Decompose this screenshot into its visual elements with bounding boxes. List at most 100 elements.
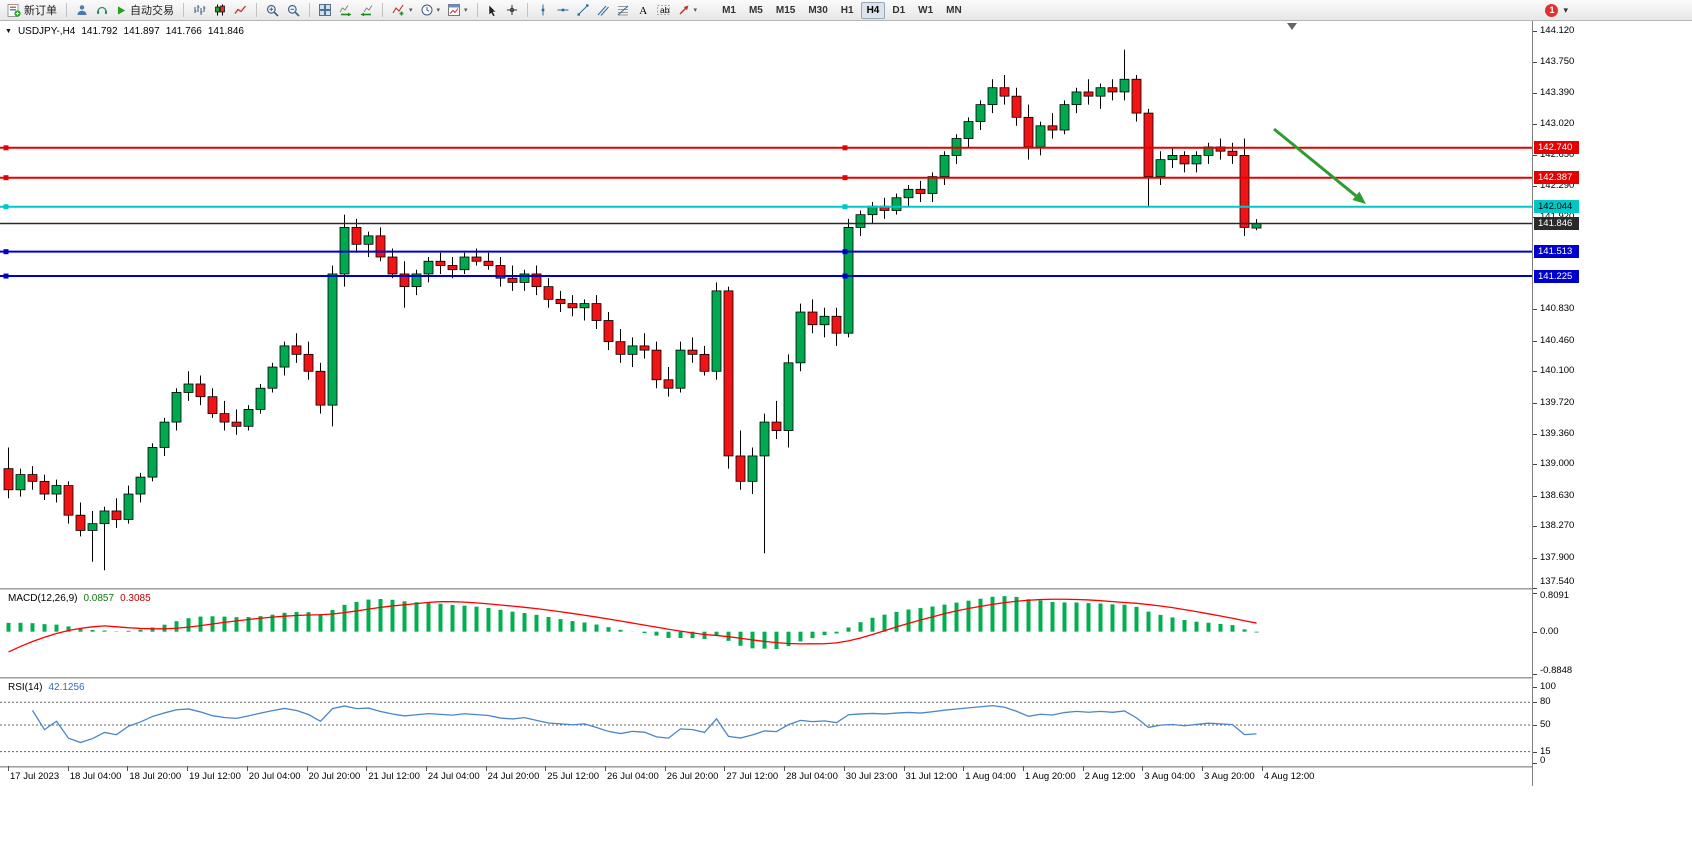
auto-scroll-button[interactable] bbox=[336, 1, 355, 19]
trendline-button[interactable] bbox=[574, 1, 592, 19]
axis-tick-label: -0.8848 bbox=[1540, 665, 1573, 676]
axis-tick-label: 140.460 bbox=[1540, 334, 1575, 346]
timeframe-m30-button[interactable]: M30 bbox=[808, 4, 828, 16]
notification-badge[interactable]: 1 bbox=[1545, 3, 1559, 17]
timeframe-h1-button[interactable]: H1 bbox=[840, 4, 854, 16]
support-button[interactable] bbox=[93, 1, 111, 19]
time-tick bbox=[843, 766, 845, 771]
axis-tick-label: 137.900 bbox=[1540, 551, 1575, 563]
crosshair-icon bbox=[506, 4, 518, 16]
axis-tick-label: 143.390 bbox=[1540, 86, 1575, 98]
toolbar-separator bbox=[66, 3, 67, 17]
dropdown-arrow-icon[interactable]: ▾ bbox=[464, 7, 468, 14]
line-handle[interactable] bbox=[3, 145, 9, 151]
chart-shift-button[interactable] bbox=[357, 1, 376, 19]
timeframe-mn-button[interactable]: MN bbox=[946, 4, 962, 16]
zoom-in-button[interactable] bbox=[263, 1, 282, 19]
text-label-button[interactable]: ab bbox=[654, 1, 673, 19]
time-tick-label: 25 Jul 12:00 bbox=[547, 771, 600, 782]
timeframe-m5-button[interactable]: M5 bbox=[748, 4, 763, 16]
crosshair-button[interactable] bbox=[503, 1, 521, 19]
price-level-label: 141.513 bbox=[1534, 245, 1579, 259]
hline-icon bbox=[557, 4, 569, 16]
low-value: 141.766 bbox=[165, 26, 202, 37]
macd-chart-canvas[interactable] bbox=[0, 590, 1532, 677]
axis-tick-label: 143.750 bbox=[1540, 56, 1575, 68]
time-tick-label: 3 Aug 04:00 bbox=[1144, 771, 1196, 782]
chart-shift-marker-icon[interactable] bbox=[1287, 23, 1297, 30]
dropdown-arrow-icon[interactable]: ▾ bbox=[436, 7, 441, 14]
axis-tick bbox=[1533, 124, 1537, 126]
time-tick-label: 26 Jul 04:00 bbox=[607, 771, 659, 782]
chart-bars-button[interactable] bbox=[190, 1, 209, 19]
text-button[interactable]: A bbox=[634, 1, 652, 19]
line-handle[interactable] bbox=[842, 249, 848, 255]
community-button[interactable] bbox=[73, 1, 91, 19]
vertical-line-button[interactable] bbox=[534, 1, 552, 19]
auto-trading-button[interactable]: 自动交易 bbox=[113, 1, 177, 19]
horizontal-line-object[interactable] bbox=[0, 249, 1532, 255]
time-tick bbox=[1261, 766, 1263, 771]
timeframe-m15-button[interactable]: M15 bbox=[775, 4, 796, 16]
toolbar-separator bbox=[526, 3, 528, 17]
time-tick bbox=[246, 766, 248, 771]
dropdown-arrow-icon[interactable]: ▾ bbox=[693, 7, 698, 14]
templates-button[interactable]: ▾ bbox=[445, 1, 471, 19]
vline-icon bbox=[537, 4, 549, 16]
periods-button[interactable]: ▾ bbox=[418, 1, 444, 19]
dropdown-arrow-icon[interactable]: ▾ bbox=[409, 7, 413, 14]
timeframe-m1-button[interactable]: M1 bbox=[722, 4, 736, 16]
timeframe-w1-button[interactable]: W1 bbox=[918, 4, 934, 16]
line-handle[interactable] bbox=[842, 145, 848, 151]
new-order-button[interactable]: 新订单 bbox=[4, 1, 60, 19]
axis-tick bbox=[1533, 155, 1537, 157]
horizontal-line-object[interactable] bbox=[0, 204, 1532, 210]
tile-windows-button[interactable] bbox=[316, 1, 334, 19]
chart-candlesticks-button[interactable] bbox=[211, 1, 229, 19]
time-tick-label: 24 Jul 20:00 bbox=[487, 771, 540, 782]
indicators-button[interactable]: ▾ bbox=[389, 1, 416, 19]
ohlc-collapse-icon[interactable]: ▼ bbox=[5, 28, 12, 35]
timeframe-d1-button[interactable]: D1 bbox=[892, 4, 906, 16]
time-tick-label: 4 Aug 12:00 bbox=[1263, 771, 1315, 782]
horizontal-line-object[interactable] bbox=[0, 175, 1532, 181]
candlestick-chart-canvas[interactable] bbox=[0, 21, 1532, 588]
line-handle[interactable] bbox=[3, 273, 9, 279]
main-chart-pane: ▼ USDJPY-,H4 141.792 141.897 141.766 141… bbox=[0, 21, 1532, 588]
axis-tick-label: 138.270 bbox=[1540, 520, 1575, 532]
horizontal-line-object[interactable] bbox=[0, 273, 1532, 279]
zoom-out-icon bbox=[287, 4, 300, 17]
equidistant-channel-button[interactable] bbox=[594, 1, 612, 19]
line-handle[interactable] bbox=[842, 204, 848, 210]
line-handle[interactable] bbox=[3, 175, 9, 181]
time-axis[interactable]: 17 Jul 2023 18 Jul 04:00 18 Jul 20:00 19 Ju… bbox=[0, 766, 1532, 786]
line-handle[interactable] bbox=[3, 249, 9, 255]
pane-separator[interactable] bbox=[0, 677, 1692, 679]
axis-tick bbox=[1533, 702, 1537, 704]
line-handle[interactable] bbox=[842, 175, 848, 181]
price-axis[interactable]: 144.120 143.750 143.390 143.020 142.650 142.2… bbox=[1532, 21, 1692, 786]
arrow-annotation[interactable] bbox=[1273, 127, 1366, 204]
toolbar-overflow-chevron-icon[interactable]: ▾ bbox=[1563, 4, 1568, 15]
time-tick bbox=[187, 766, 189, 771]
time-tick-label: 20 Jul 04:00 bbox=[248, 771, 301, 782]
horizontal-line-object[interactable] bbox=[0, 145, 1532, 151]
rsi-chart-canvas[interactable] bbox=[0, 679, 1532, 766]
time-tick-label: 20 Jul 20:00 bbox=[308, 771, 361, 782]
time-tick-label: 18 Jul 04:00 bbox=[69, 771, 122, 782]
fibonacci-button[interactable] bbox=[614, 1, 632, 19]
line-handle[interactable] bbox=[3, 204, 9, 210]
label-icon: ab bbox=[656, 4, 670, 16]
axis-tick bbox=[1533, 593, 1537, 594]
chart-line-button[interactable] bbox=[231, 1, 250, 19]
line-handle[interactable] bbox=[842, 273, 848, 279]
timeframe-h4-button[interactable]: H4 bbox=[860, 1, 886, 19]
axis-tick bbox=[1533, 371, 1537, 373]
pane-separator[interactable] bbox=[0, 766, 1692, 768]
cursor-button[interactable] bbox=[484, 1, 501, 19]
zoom-out-button[interactable] bbox=[284, 1, 303, 19]
pane-separator[interactable] bbox=[0, 588, 1692, 590]
horizontal-line-button[interactable] bbox=[554, 1, 572, 19]
arrows-button[interactable]: ▾ bbox=[675, 1, 701, 19]
